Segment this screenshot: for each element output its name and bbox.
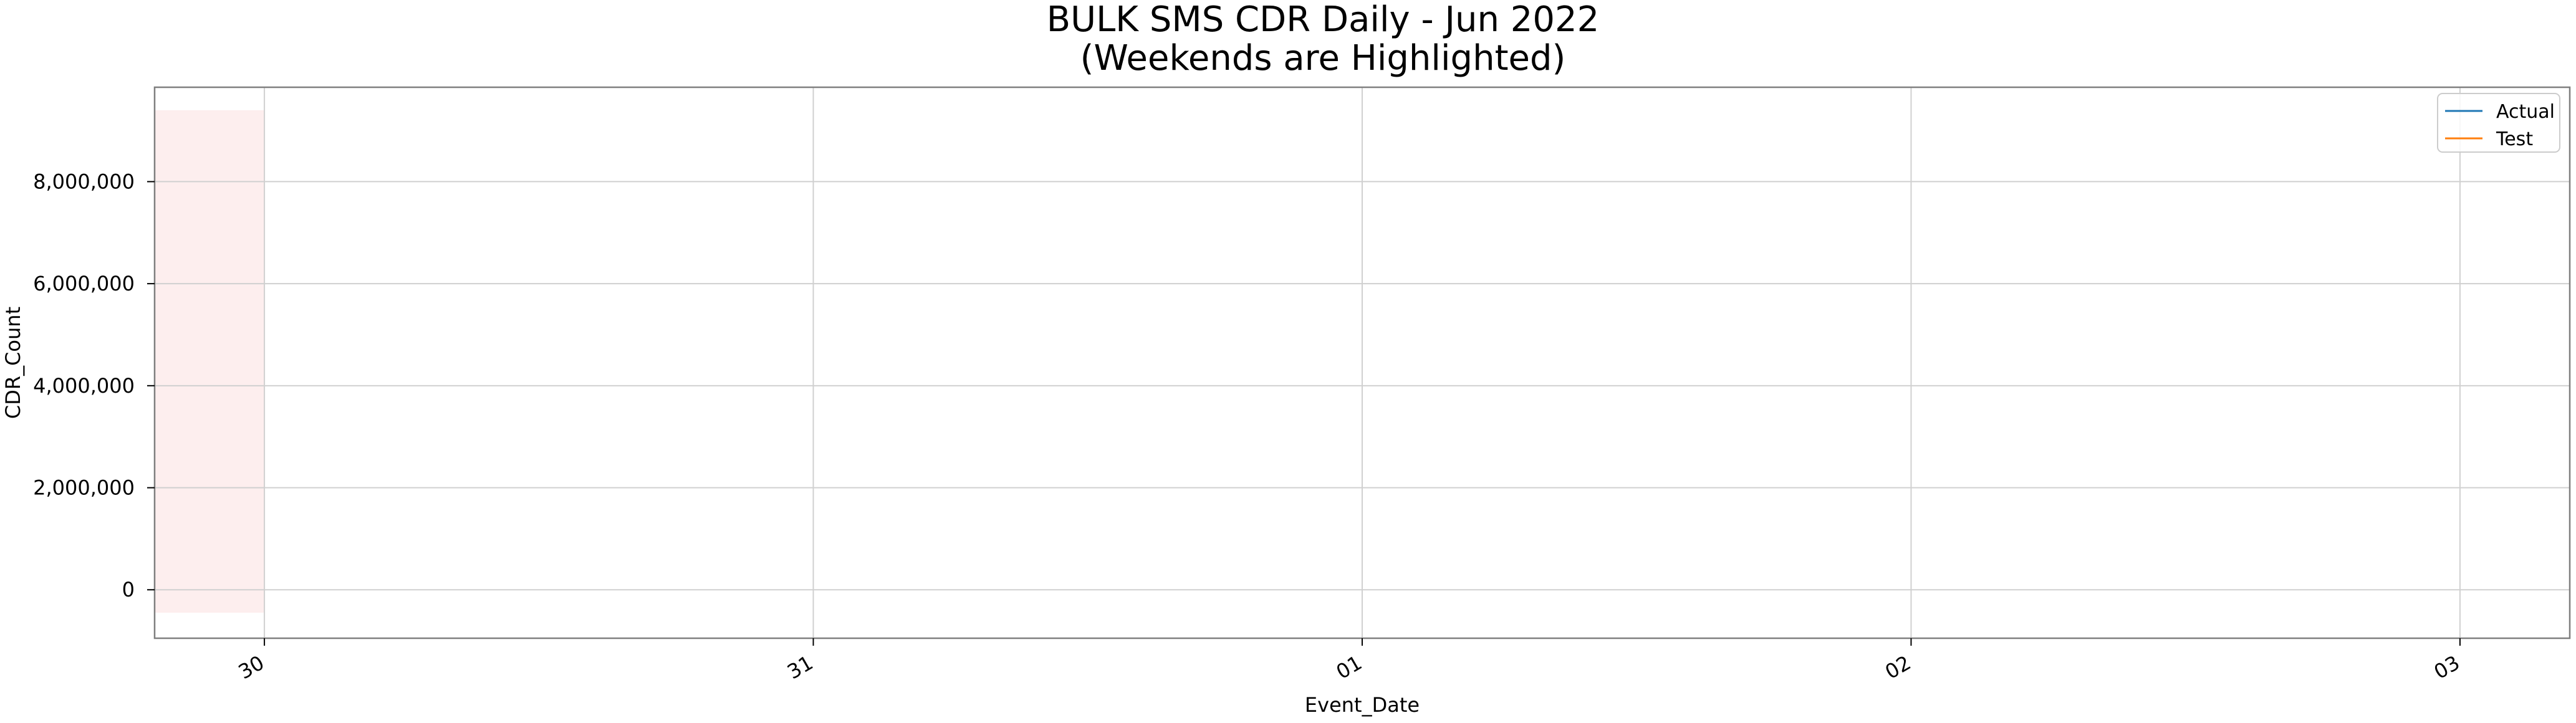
x-tick-label: 31: [783, 651, 817, 684]
y-tick-label: 0: [122, 578, 135, 601]
chart-title: BULK SMS CDR Daily - Jun 2022: [1047, 0, 1600, 40]
x-tick-label: 03: [2430, 651, 2464, 684]
y-axis-label: CDR_Count: [1, 307, 25, 419]
weekend-highlights: [155, 110, 265, 613]
grid-lines: [155, 87, 2570, 638]
y-tick-label: 2,000,000: [33, 476, 135, 500]
chart-subtitle: (Weekends are Highlighted): [1080, 38, 1566, 79]
y-tick-label: 4,000,000: [33, 374, 135, 398]
legend-label-actual: Actual: [2496, 101, 2555, 123]
x-tick-label: 02: [1881, 651, 1915, 684]
x-tick-label: 30: [234, 651, 268, 684]
legend: Actual Test: [2437, 93, 2560, 153]
legend-label-test: Test: [2496, 128, 2533, 150]
weekend-highlight: [155, 110, 265, 613]
y-tick-label: 6,000,000: [33, 272, 135, 295]
x-axis-label: Event_Date: [1305, 693, 1420, 717]
x-axis-ticks: 30 31 01 02 03: [234, 638, 2464, 684]
y-tick-label: 8,000,000: [33, 170, 135, 193]
x-tick-label: 01: [1332, 651, 1366, 684]
y-axis-ticks: 0 2,000,000 4,000,000 6,000,000 8,000,000: [33, 170, 155, 601]
